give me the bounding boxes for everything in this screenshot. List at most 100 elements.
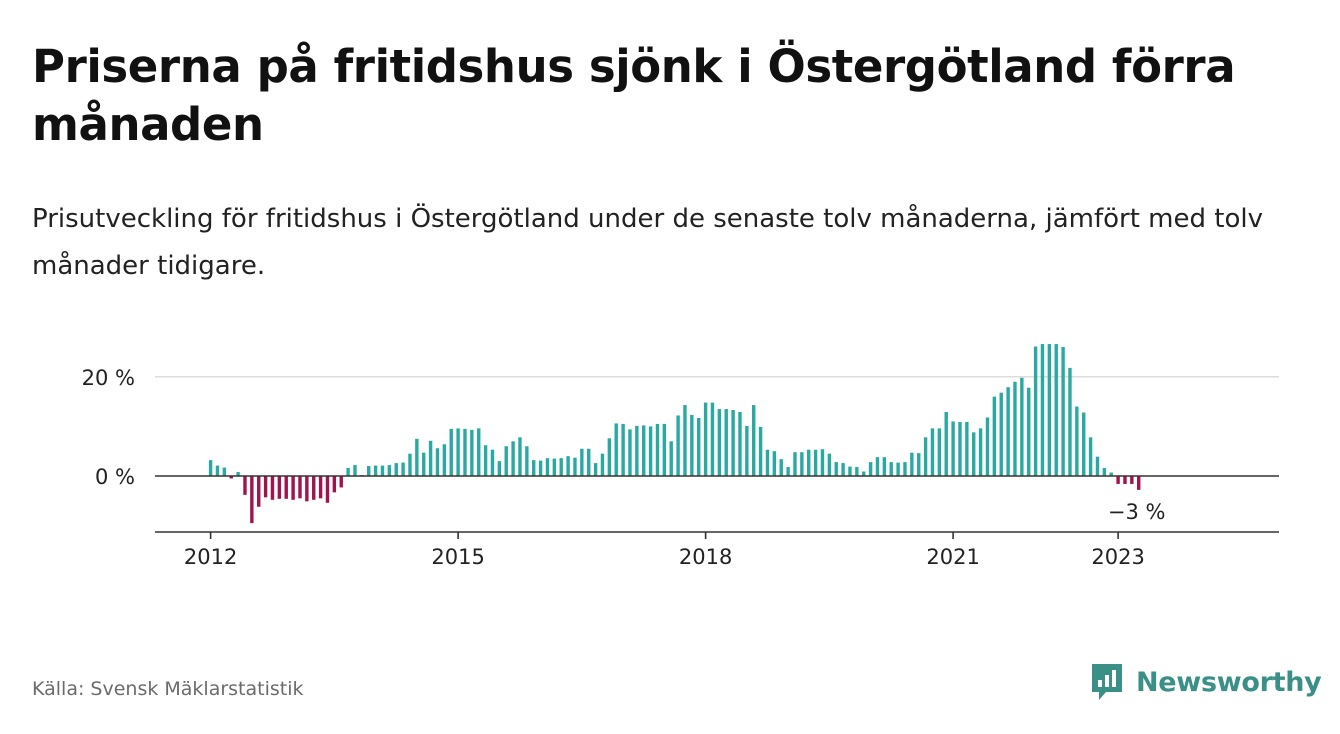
bar-negative <box>298 476 302 499</box>
bar-positive <box>882 457 887 476</box>
bar-positive <box>1075 406 1079 476</box>
bar-positive <box>1033 346 1038 476</box>
bar-positive <box>992 396 997 476</box>
bar-positive <box>415 438 419 476</box>
bar-positive <box>490 449 495 476</box>
bar-positive <box>428 440 433 476</box>
bar-positive <box>889 462 893 476</box>
bar-positive <box>346 468 350 476</box>
bar-positive <box>917 453 921 476</box>
bar-positive <box>1047 344 1052 476</box>
bar-negative <box>305 476 309 502</box>
bar-positive <box>580 448 584 476</box>
bar-positive <box>573 457 577 476</box>
bar-positive <box>972 432 976 476</box>
brand-name: Newsworthy <box>1136 666 1322 698</box>
x-tick-label: 2012 <box>184 545 237 569</box>
bar-negative <box>291 476 295 500</box>
bar-positive <box>559 458 563 476</box>
bar-negative <box>257 476 261 507</box>
bar-positive <box>1109 472 1113 476</box>
x-tick-label: 2015 <box>431 545 484 569</box>
chart-subtitle: Prisutveckling för fritidshus i Östergöt… <box>32 204 1263 281</box>
bar-positive <box>930 428 935 476</box>
bar-positive <box>793 452 797 476</box>
bar-positive <box>710 402 715 476</box>
bar-positive <box>731 410 735 476</box>
bar-positive <box>587 448 591 476</box>
bar-positive <box>483 445 488 476</box>
bar-positive <box>999 392 1003 476</box>
bar-positive <box>1088 437 1093 476</box>
bar-positive <box>855 467 859 476</box>
bar-negative <box>229 476 233 479</box>
bar-negative <box>312 476 316 500</box>
bar-positive <box>635 425 639 476</box>
bar-positive <box>545 458 550 476</box>
bar-positive <box>841 463 845 476</box>
bar-positive <box>525 446 529 476</box>
bar-positive <box>1054 344 1058 476</box>
y-tick-label: 20 % <box>82 366 135 390</box>
bar-positive <box>470 429 474 476</box>
bar-positive <box>532 460 536 476</box>
bar-positive <box>800 452 804 476</box>
x-axis: 2012 2015 2018 2021 2023 <box>155 531 1279 569</box>
bar-positive <box>951 421 955 476</box>
bar-positive <box>1082 412 1086 476</box>
bar-positive <box>387 465 392 476</box>
bar-positive <box>593 463 598 476</box>
price-change-bar-chart: 0 % 20 % 2012 2015 2018 2021 2023 −3 % <box>82 344 1279 569</box>
bar-positive <box>1006 387 1010 476</box>
bar-positive <box>628 429 632 476</box>
bar-positive <box>1013 381 1017 476</box>
bar-positive <box>724 409 728 476</box>
bar-positive <box>868 462 873 476</box>
bar-positive <box>669 441 673 476</box>
newsworthy-brand[interactable]: Newsworthy <box>1090 660 1322 704</box>
bar-positive <box>518 437 522 476</box>
bar-positive <box>703 402 708 476</box>
bar-positive <box>1027 387 1031 476</box>
bar-positive <box>222 467 227 476</box>
bar-positive <box>752 405 756 476</box>
bar-positive <box>1020 377 1024 476</box>
bars <box>208 344 1141 524</box>
bar-positive <box>965 421 969 476</box>
bar-positive <box>208 460 213 476</box>
bar-positive <box>1095 456 1100 476</box>
bar-negative <box>243 476 247 495</box>
bar-positive <box>566 456 570 476</box>
bar-positive <box>779 459 783 476</box>
bar-positive <box>401 462 405 476</box>
bar-positive <box>662 423 667 476</box>
bar-positive <box>642 425 646 476</box>
bar-positive <box>497 461 502 476</box>
bar-positive <box>353 465 357 476</box>
bar-positive <box>655 423 660 476</box>
bar-positive <box>607 438 612 476</box>
bar-negative <box>318 476 323 499</box>
bar-positive <box>875 457 880 476</box>
bar-positive <box>978 428 983 476</box>
bar-positive <box>676 415 680 476</box>
bar-negative <box>263 476 268 498</box>
bar-positive <box>538 460 543 476</box>
bar-positive <box>215 465 220 476</box>
bar-positive <box>848 466 852 476</box>
bar-negative <box>250 476 254 524</box>
bar-negative <box>339 476 343 488</box>
bar-positive <box>422 452 426 476</box>
bar-negative <box>270 476 275 500</box>
bar-positive <box>373 465 378 476</box>
chart-title: Priserna på fritidshus sjönk i Östergötl… <box>32 40 1236 151</box>
bar-positive <box>394 463 398 476</box>
bar-positive <box>910 452 914 476</box>
bar-positive <box>648 426 653 476</box>
x-tick-label: 2018 <box>679 545 732 569</box>
y-axis-labels: 0 % 20 % <box>82 366 135 489</box>
bar-negative <box>325 476 330 503</box>
bar-negative <box>1123 476 1127 484</box>
bar-negative <box>1137 476 1141 490</box>
bar-positive <box>442 444 447 476</box>
